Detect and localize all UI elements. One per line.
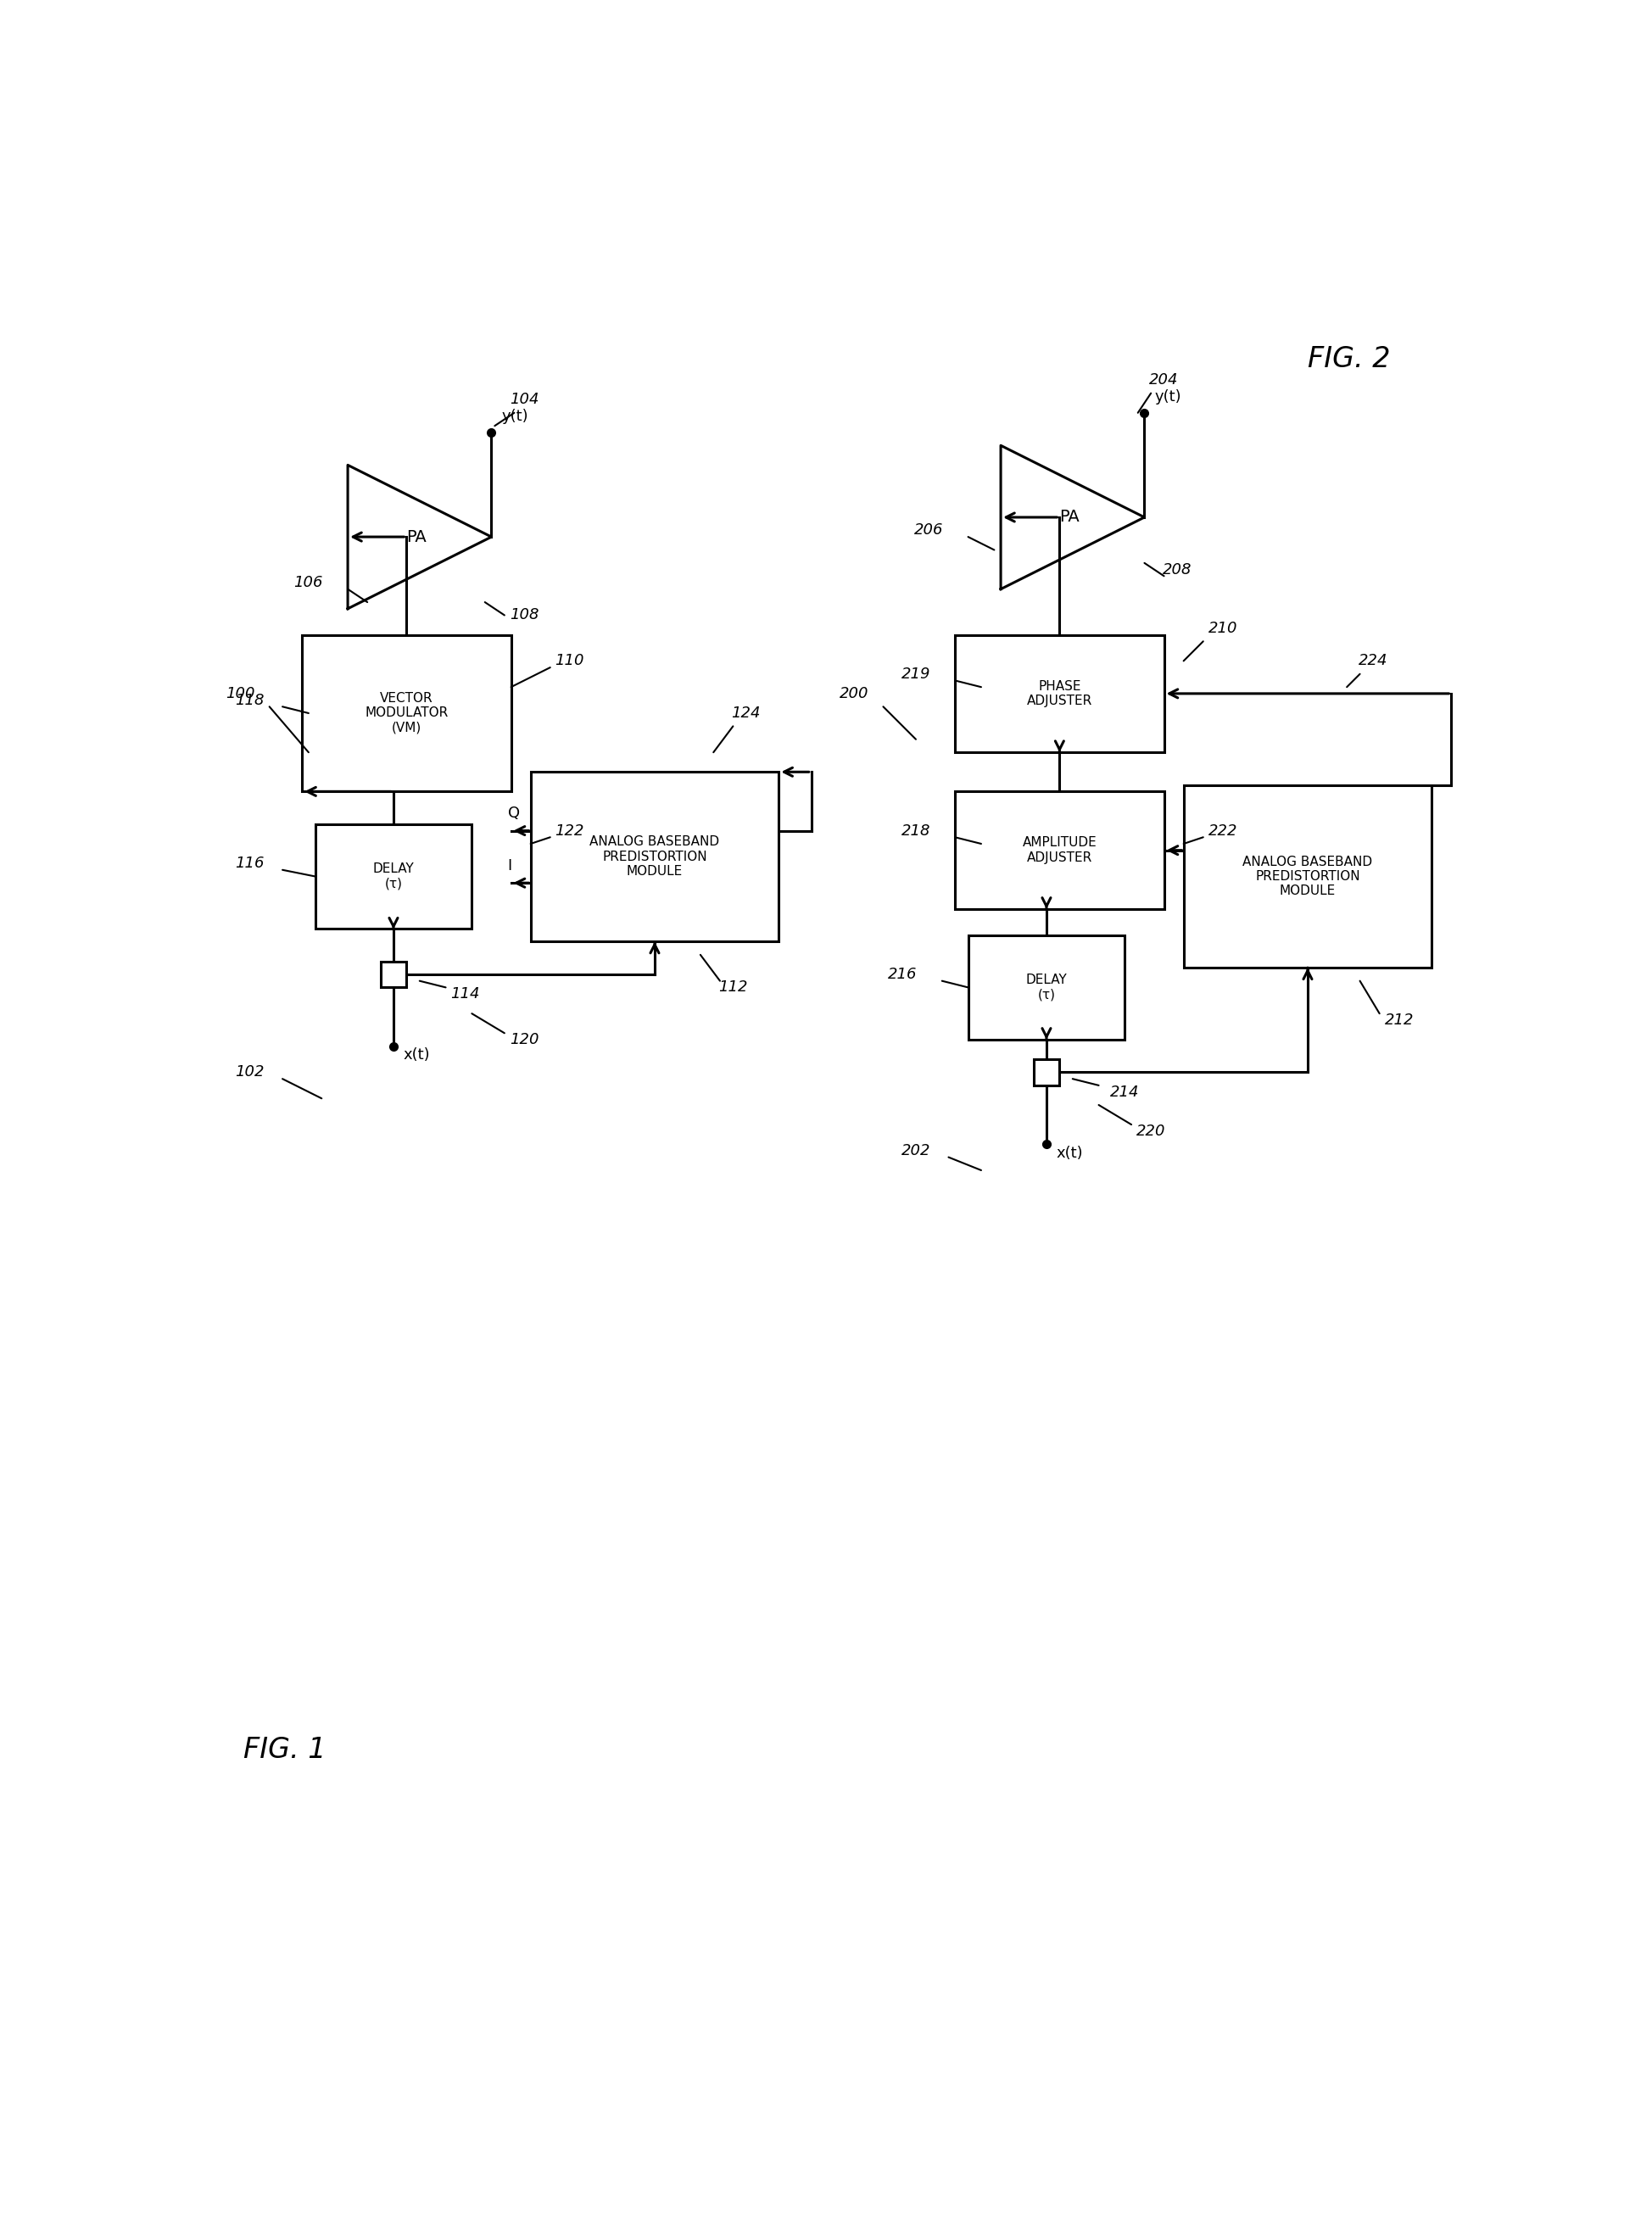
Text: 104: 104 [509,393,539,408]
Text: 206: 206 [914,522,943,538]
Text: 224: 224 [1358,654,1388,670]
Text: 118: 118 [235,692,264,708]
Text: 204: 204 [1150,373,1178,388]
Bar [380,962,406,987]
Text: Q: Q [507,806,520,821]
Bar [302,634,510,792]
Text: 202: 202 [902,1143,930,1158]
Text: VECTOR
MODULATOR
(VM): VECTOR MODULATOR (VM) [365,692,448,734]
Text: 218: 218 [902,824,930,839]
Bar [530,772,778,942]
Text: 208: 208 [1163,562,1191,578]
Text: 122: 122 [555,824,585,839]
Text: 108: 108 [509,607,539,623]
Text: PA: PA [406,529,426,545]
Bar [968,935,1125,1040]
Text: I: I [507,857,512,873]
Text: FIG. 2: FIG. 2 [1308,346,1391,373]
Text: 222: 222 [1208,824,1237,839]
Text: 200: 200 [839,685,869,701]
Text: PHASE
ADJUSTER: PHASE ADJUSTER [1028,681,1092,708]
Text: 114: 114 [451,987,481,1002]
Text: 102: 102 [235,1065,264,1080]
Text: 124: 124 [732,705,760,721]
Text: 106: 106 [294,576,324,589]
Bar [316,824,472,929]
Text: x(t): x(t) [403,1047,430,1062]
Text: 110: 110 [555,654,585,670]
Text: 210: 210 [1208,620,1237,636]
Text: 212: 212 [1384,1013,1414,1027]
Bar [1183,786,1432,969]
Text: FIG. 1: FIG. 1 [243,1736,325,1763]
Text: AMPLITUDE
ADJUSTER: AMPLITUDE ADJUSTER [1023,837,1097,864]
Text: 214: 214 [1110,1085,1140,1100]
Text: ANALOG BASEBAND
PREDISTORTION
MODULE: ANALOG BASEBAND PREDISTORTION MODULE [590,835,720,877]
Text: ANALOG BASEBAND
PREDISTORTION
MODULE: ANALOG BASEBAND PREDISTORTION MODULE [1242,855,1373,897]
Bar [955,792,1165,908]
Text: 216: 216 [889,966,917,982]
Text: 220: 220 [1137,1123,1166,1138]
Text: 219: 219 [902,667,930,681]
Text: 112: 112 [719,980,748,995]
Text: DELAY
(τ): DELAY (τ) [1026,973,1067,1002]
Text: y(t): y(t) [1155,388,1181,404]
Text: y(t): y(t) [501,408,529,424]
Text: DELAY
(τ): DELAY (τ) [373,864,415,891]
Text: 116: 116 [235,855,264,870]
Text: 100: 100 [225,685,254,701]
Bar [1034,1060,1059,1085]
Bar [955,634,1165,752]
Text: PA: PA [1059,509,1079,525]
Text: x(t): x(t) [1056,1145,1084,1161]
Text: 120: 120 [509,1031,539,1047]
